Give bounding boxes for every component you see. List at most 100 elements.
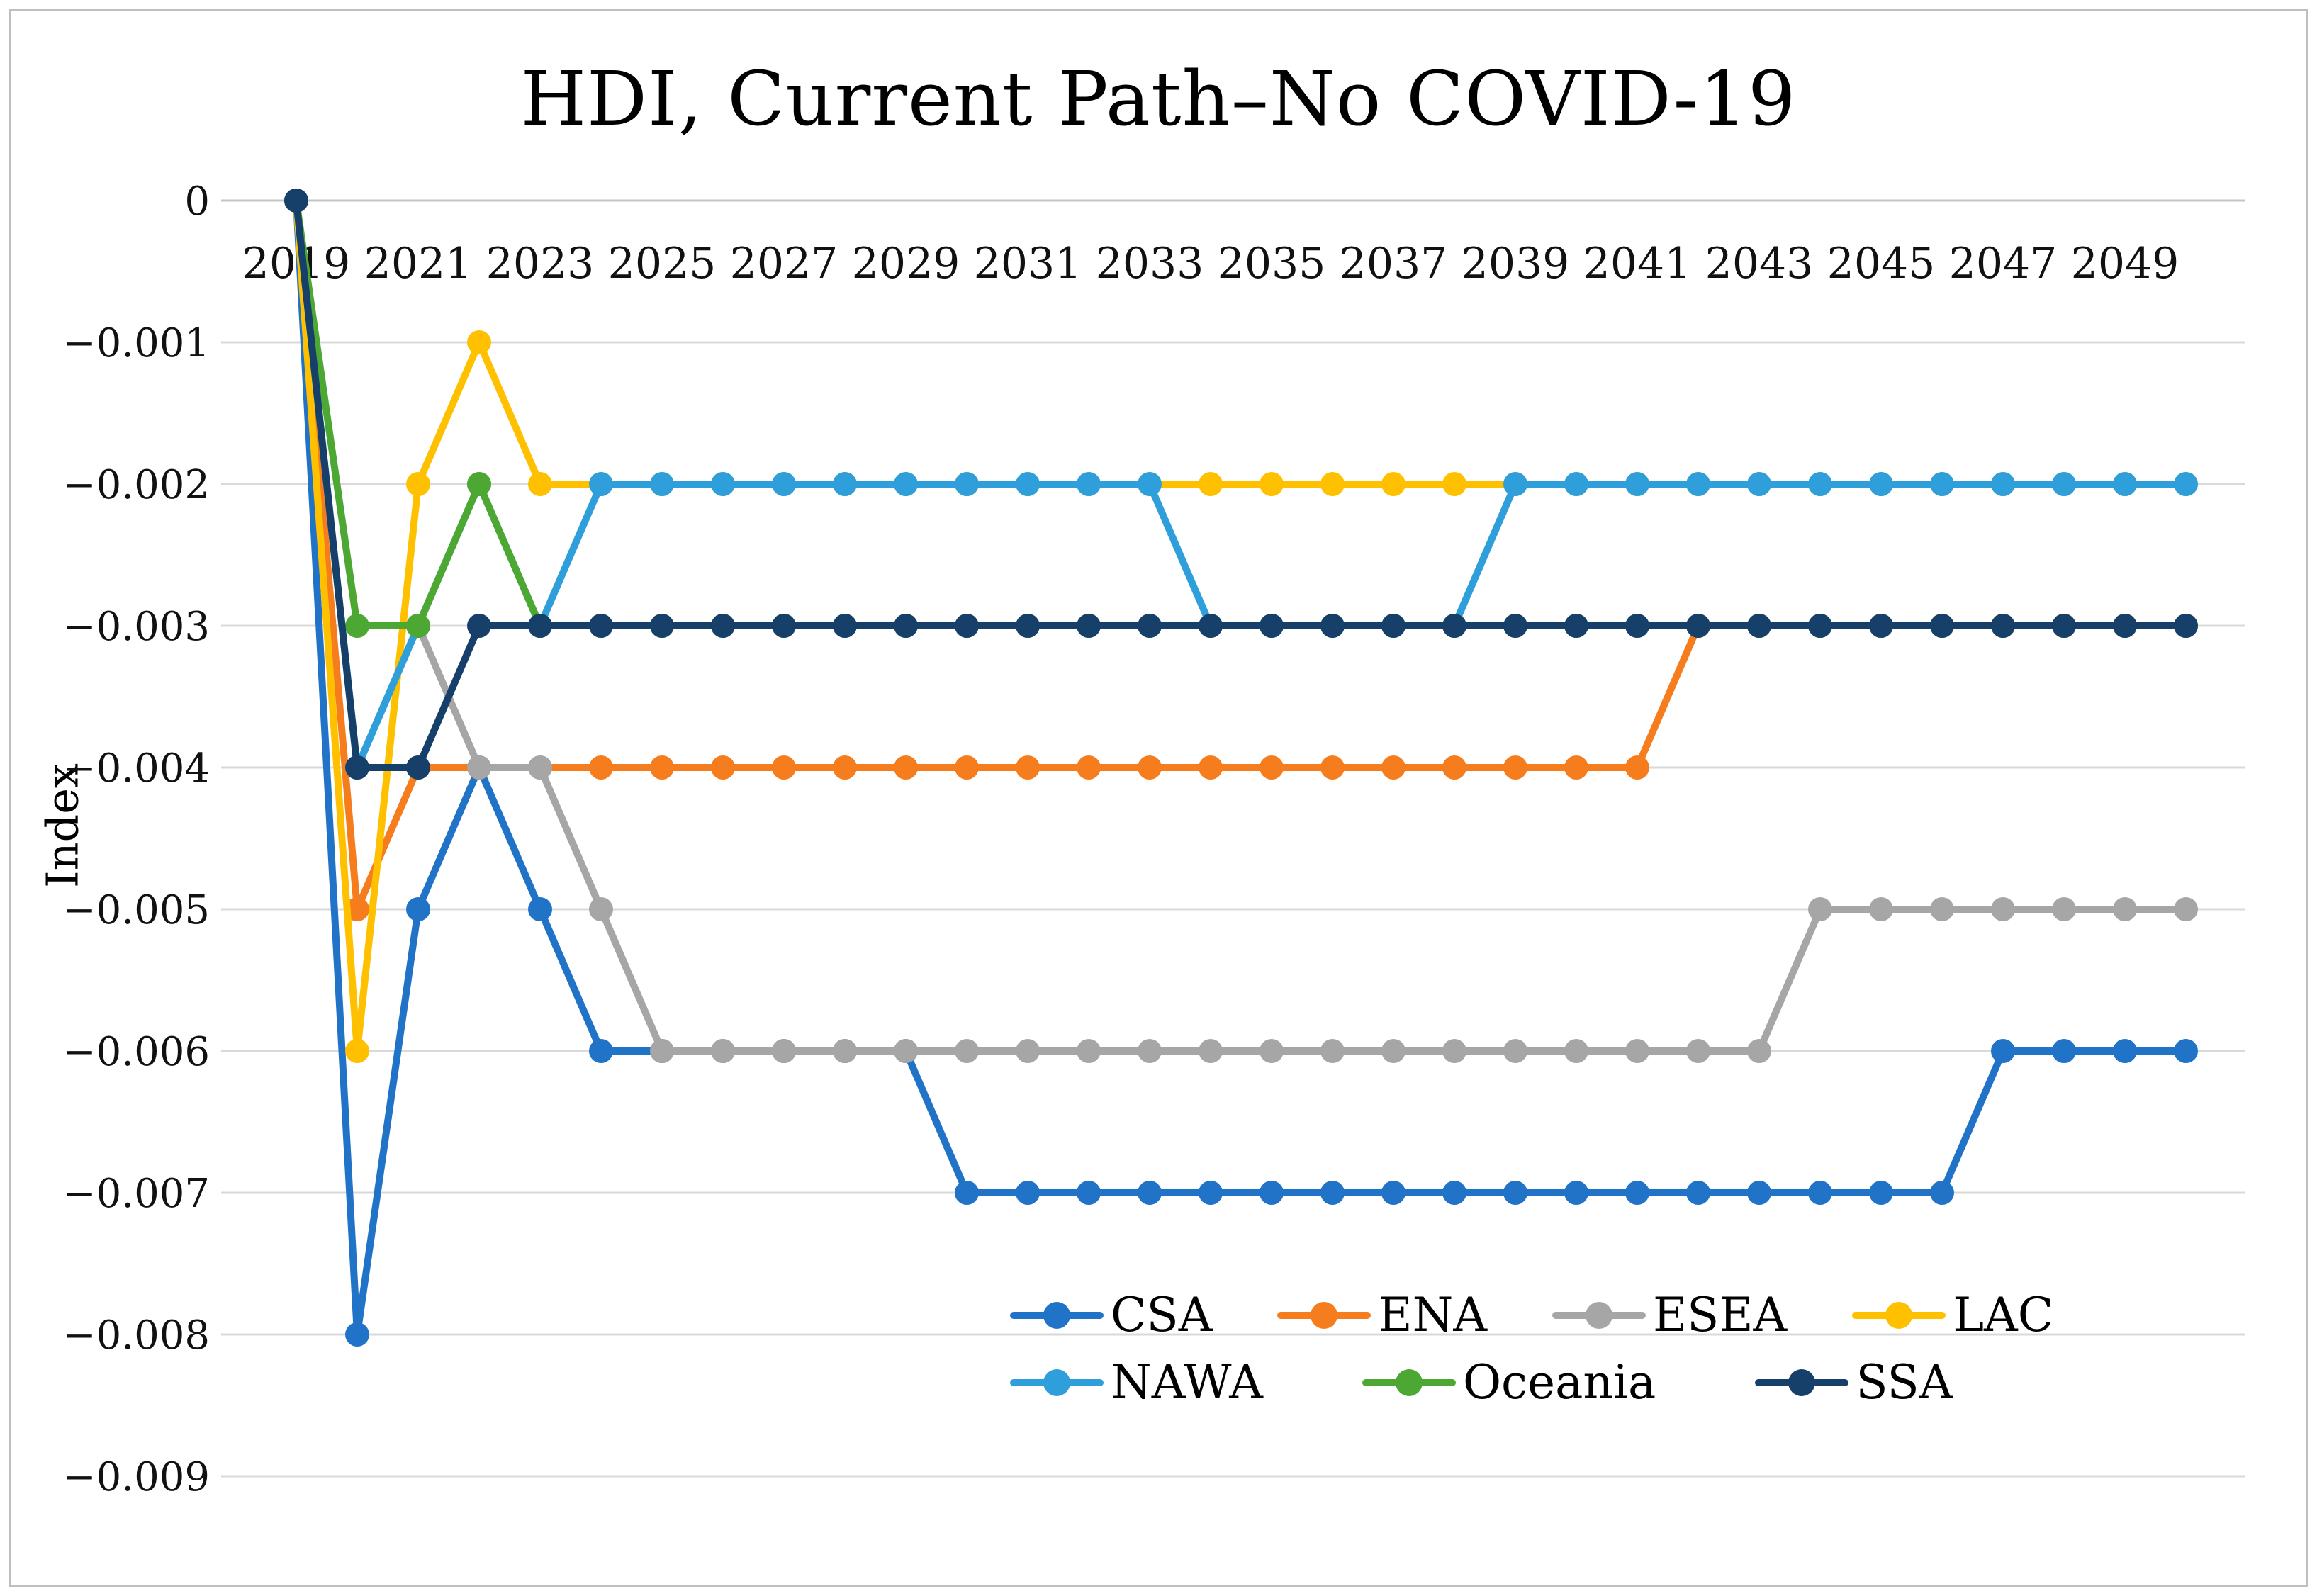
y-tick-label: −0.006 [63, 1029, 210, 1075]
y-tick-label: −0.003 [63, 604, 210, 650]
x-tick-label: 2041 [1583, 239, 1692, 288]
data-point [1320, 1181, 1345, 1205]
data-point [1564, 1039, 1588, 1063]
data-point [1930, 897, 1954, 921]
legend-item-ENA: ENA [1277, 1281, 1487, 1349]
data-point [467, 472, 491, 496]
data-point [1930, 1181, 1954, 1205]
legend-marker-icon [1852, 1281, 1946, 1349]
data-point [1320, 614, 1345, 638]
data-point [1199, 614, 1223, 638]
data-point [1686, 472, 1710, 496]
data-point [1442, 472, 1466, 496]
data-point [1016, 472, 1040, 496]
data-point [1930, 614, 1954, 638]
data-point [2174, 614, 2198, 638]
legend-item-Oceania: Oceania [1362, 1349, 1656, 1416]
data-point [1808, 897, 1832, 921]
data-point [406, 755, 430, 780]
data-point [1260, 755, 1284, 780]
data-point [1442, 755, 1466, 780]
data-point [955, 755, 979, 780]
x-tick-label: 2023 [486, 239, 595, 288]
data-point [1625, 1039, 1649, 1063]
data-point [1686, 614, 1710, 638]
data-point [1016, 755, 1040, 780]
data-point [1747, 1181, 1771, 1205]
x-tick-label: 2043 [1705, 239, 1814, 288]
data-point [1625, 472, 1649, 496]
legend-item-LAC: LAC [1852, 1281, 2053, 1349]
data-point [711, 472, 735, 496]
data-point [1320, 1039, 1345, 1063]
data-point [1808, 614, 1832, 638]
data-point [345, 614, 369, 638]
data-point [1503, 755, 1527, 780]
data-point [2052, 1039, 2076, 1063]
y-tick-label: −0.001 [63, 320, 210, 366]
data-point [711, 755, 735, 780]
data-point [1869, 1181, 1893, 1205]
data-point [1747, 614, 1771, 638]
data-point [589, 1039, 613, 1063]
y-tick-label: −0.002 [63, 462, 210, 508]
data-point [1808, 1181, 1832, 1205]
data-point [1503, 1181, 1527, 1205]
legend-marker-icon [1552, 1281, 1646, 1349]
data-point [1808, 472, 1832, 496]
data-point [1138, 1039, 1162, 1063]
data-point [528, 755, 552, 780]
data-point [955, 1181, 979, 1205]
legend-marker-icon [1010, 1349, 1104, 1416]
data-point [1138, 472, 1162, 496]
data-point [833, 472, 857, 496]
data-point [1503, 1039, 1527, 1063]
data-point [284, 189, 308, 213]
data-point [1320, 472, 1345, 496]
data-point [1564, 472, 1588, 496]
y-tick-label: −0.008 [63, 1313, 210, 1359]
data-point [1016, 1181, 1040, 1205]
data-point [1686, 1039, 1710, 1063]
data-point [345, 897, 369, 921]
data-point [1503, 614, 1527, 638]
data-point [589, 755, 613, 780]
data-point [2174, 897, 2198, 921]
data-point [1260, 614, 1284, 638]
data-point [2052, 472, 2076, 496]
data-point [2052, 614, 2076, 638]
data-point [1077, 472, 1101, 496]
legend-item-ESEA: ESEA [1552, 1281, 1787, 1349]
data-point [1381, 755, 1406, 780]
x-tick-label: 2027 [730, 239, 838, 288]
data-point [894, 755, 918, 780]
data-point [345, 1322, 369, 1347]
data-point [1138, 614, 1162, 638]
data-point [2052, 897, 2076, 921]
data-point [1503, 472, 1527, 496]
data-point [1991, 614, 2015, 638]
data-point [894, 1039, 918, 1063]
data-point [1991, 472, 2015, 496]
y-tick-label: −0.004 [63, 746, 210, 792]
x-tick-label: 2031 [974, 239, 1082, 288]
legend-marker-icon [1277, 1281, 1371, 1349]
data-point [528, 472, 552, 496]
x-tick-label: 2049 [2071, 239, 2179, 288]
data-point [1077, 755, 1101, 780]
legend-marker-icon [1010, 1281, 1104, 1349]
data-point [2113, 897, 2137, 921]
legend-label: ENA [1378, 1288, 1487, 1342]
x-tick-label: 2021 [364, 239, 473, 288]
legend-label: Oceania [1462, 1355, 1656, 1410]
y-tick-label: 0 [184, 179, 210, 225]
data-point [955, 472, 979, 496]
data-point [1016, 614, 1040, 638]
data-point [650, 472, 674, 496]
data-point [1564, 1181, 1588, 1205]
data-point [1260, 472, 1284, 496]
data-point [1199, 1039, 1223, 1063]
legend: CSA ENA ESEA LAC NAWA Oceania SSA [1010, 1281, 2053, 1416]
data-point [1442, 1039, 1466, 1063]
